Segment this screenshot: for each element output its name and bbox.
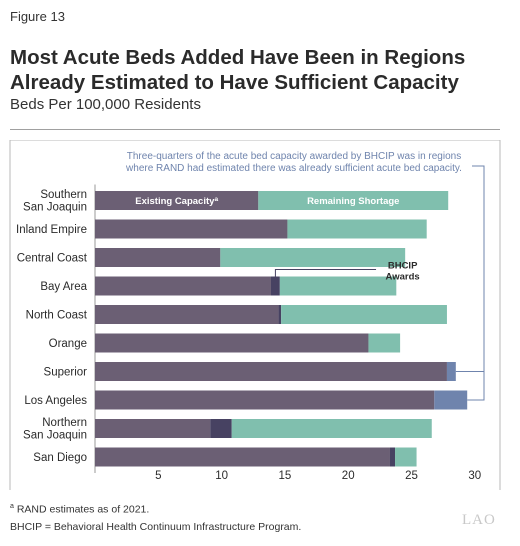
- bhcip-label-line-2: Awards: [386, 272, 420, 283]
- in-bar-label-existing-capacity: Existing Capacitya: [135, 196, 218, 207]
- category-label-southern-san-joaquin-line-2: San Joaquin: [23, 202, 87, 214]
- footnote-rand: a RAND estimates as of 2021.: [10, 503, 149, 516]
- bar-northern-san-joaquin-series-3: [231, 419, 432, 438]
- category-label-san-diego: San Diego: [33, 452, 87, 464]
- figure-label: Figure 13: [10, 9, 65, 24]
- chart-panel: [9, 140, 501, 490]
- bhcip-label-line-1: BHCIP: [388, 261, 418, 272]
- annotation-bracket-los-angeles: [467, 165, 485, 401]
- category-label-los-angeles: Los Angeles: [24, 395, 87, 407]
- x-tick-label-25: 25: [405, 470, 418, 482]
- footnote-bhcip: BHCIP = Behavioral Health Continuum Infr…: [10, 521, 302, 533]
- footnote-marker: a: [10, 503, 14, 510]
- bar-los-angeles-series-0: [95, 390, 435, 410]
- bhcip-callout-leader: [274, 269, 377, 277]
- bar-bay-area-series-3: [279, 276, 397, 296]
- bar-chart: Three-quarters of the acute bed capacity…: [9, 140, 501, 490]
- bar-orange-series-3: [368, 333, 401, 353]
- bar-orange-series-0: [95, 333, 369, 353]
- bar-san-diego-series-3: [395, 447, 417, 467]
- category-label-orange: Orange: [49, 338, 87, 350]
- title-divider: [10, 129, 500, 130]
- bar-southern-san-joaquin-series-0: [95, 191, 259, 210]
- x-tick-label-10: 10: [215, 470, 228, 482]
- bar-bay-area-series-1: [270, 276, 280, 296]
- bar-north-coast-series-3: [281, 305, 447, 324]
- category-label-northern-san-joaquin-line-1: Northern: [42, 417, 87, 429]
- bar-los-angeles-series-2: [434, 390, 468, 410]
- footnote-rand-text: RAND estimates as of 2021.: [16, 503, 150, 516]
- lao-logo: LAO: [462, 512, 496, 528]
- category-label-central-coast: Central Coast: [17, 253, 88, 265]
- category-label-superior: Superior: [44, 367, 88, 379]
- bar-northern-san-joaquin-series-0: [95, 419, 211, 438]
- bar-superior-series-2: [446, 362, 456, 381]
- title-line-2: Already Estimated to Have Sufficient Cap…: [10, 71, 459, 94]
- bar-northern-san-joaquin-series-1: [210, 419, 232, 438]
- bar-inland-empire-series-3: [287, 219, 427, 239]
- bar-north-coast-series-1: [278, 305, 282, 324]
- bar-san-diego-series-1: [389, 447, 396, 467]
- chart-subtitle: Beds Per 100,000 Residents: [10, 96, 201, 113]
- bar-san-diego-series-0: [95, 447, 390, 467]
- chart-title: Most Acute Beds Added Have Been in Regio…: [10, 45, 510, 95]
- bar-inland-empire-series-0: [95, 219, 288, 239]
- in-bar-label-remaining-shortage: Remaining Shortage: [307, 196, 399, 207]
- bar-superior-series-0: [95, 362, 447, 381]
- x-tick-label-15: 15: [279, 470, 292, 482]
- category-label-inland-empire: Inland Empire: [16, 224, 87, 236]
- category-label-bay-area: Bay Area: [40, 281, 87, 293]
- x-tick-label-20: 20: [342, 470, 355, 482]
- bar-bay-area-series-0: [95, 276, 271, 296]
- category-label-northern-san-joaquin-line-2: San Joaquin: [23, 430, 87, 442]
- annotation-line-1: Three-quarters of the acute bed capacity…: [127, 151, 461, 162]
- title-line-1: Most Acute Beds Added Have Been in Regio…: [10, 46, 466, 69]
- category-label-north-coast: North Coast: [26, 310, 88, 322]
- annotation-line-2: where RAND had estimated there was alrea…: [125, 163, 462, 174]
- bar-central-coast-series-0: [95, 248, 221, 267]
- bar-southern-san-joaquin-series-3: [258, 191, 449, 210]
- bar-central-coast-series-3: [220, 248, 406, 267]
- x-tick-label-30: 30: [468, 470, 481, 482]
- category-label-southern-san-joaquin-line-1: Southern: [40, 189, 87, 201]
- bar-north-coast-series-0: [95, 305, 279, 324]
- x-tick-label-5: 5: [155, 470, 161, 482]
